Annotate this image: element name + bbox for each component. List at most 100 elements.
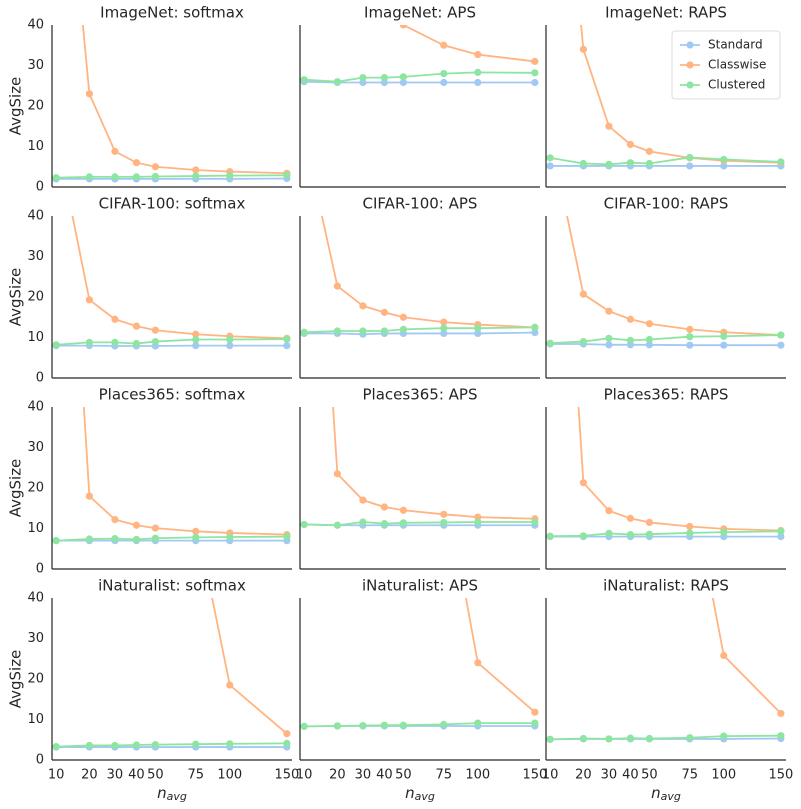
x-tick-label: 150 [768,768,793,783]
data-point [333,470,341,478]
data-point [686,341,694,349]
data-point [399,25,407,29]
data-point [546,154,554,162]
data-point [579,734,587,743]
y-tick-label: 40 [27,400,44,415]
y-tick-label: 40 [27,209,44,224]
data-point [579,337,587,346]
series-line [304,80,535,84]
data-point [605,507,613,515]
x-tick-label: 40 [128,768,145,783]
data-point [380,327,389,335]
data-point [192,740,200,748]
data-point [474,719,482,727]
panel-title: Places365: softmax [99,386,246,404]
data-point [111,741,119,750]
data-point [283,739,291,747]
data-point [300,520,308,529]
data-point [474,68,482,76]
legend-swatch-marker [686,41,694,49]
data-point [440,329,448,338]
y-tick-label: 30 [27,631,44,646]
data-point [474,78,482,87]
plot-area [300,407,539,529]
data-point [85,492,93,500]
x-tick-label: 20 [329,768,346,783]
data-point [52,537,60,545]
legend-label: Standard [708,38,763,52]
data-point [399,78,407,87]
panel-title: iNaturalist: APS [362,577,478,595]
data-point [359,721,367,730]
data-point [333,327,341,335]
plot-area [546,25,785,170]
data-point [777,709,785,718]
data-point [440,78,448,87]
x-axis-label-main: n [157,784,167,802]
data-point [399,519,407,527]
data-point [440,518,448,527]
data-point [645,734,653,743]
data-point [151,741,159,749]
data-point [579,479,587,487]
data-point [474,50,482,59]
data-point [359,327,367,335]
data-point [300,328,308,336]
data-point [359,74,367,82]
panel: ImageNet: RAPS Standard Classwise Clustered [545,4,786,188]
data-point [645,159,653,168]
data-point [399,506,407,514]
x-tick-label: 10 [296,768,313,783]
data-point [531,69,539,77]
data-point [300,76,308,84]
x-tick-label: 20 [575,768,592,783]
data-point [85,741,93,750]
x-tick-label: 75 [681,768,698,783]
data-point [192,330,200,338]
data-point [85,338,93,346]
data-point [283,342,291,350]
data-point [626,514,635,522]
data-point [720,155,728,164]
data-point [777,341,785,349]
data-point [605,307,613,315]
series-line [82,407,287,536]
data-point [686,529,694,537]
data-point [132,741,141,749]
data-point [440,70,448,78]
data-point [192,513,199,520]
data-point [300,722,308,730]
data-point [686,162,694,170]
data-point [605,735,613,743]
legend: Standard Classwise Clustered [671,30,781,100]
panel-title: ImageNet: RAPS [605,4,727,22]
data-point [359,302,367,310]
data-point [151,337,159,346]
plot-area [52,407,291,545]
data-point [85,535,93,543]
y-tick-label: 30 [27,58,44,73]
data-point [301,131,308,138]
data-point [151,163,159,171]
data-point [359,496,367,504]
x-axis-label-sub: avg [167,790,187,803]
series-line [304,71,535,83]
y-tick-label: 40 [27,591,44,606]
panel: iNaturalist: RAPS 10 20 30 40 50 75 100 150 navg [542,577,793,804]
x-tick-label: 10 [542,768,559,783]
data-point [579,532,587,540]
data-point [440,318,448,326]
data-point [333,521,341,529]
data-point [333,78,341,86]
data-point [720,528,728,536]
x-tick-label: 50 [641,768,658,783]
data-point [546,162,554,170]
data-point [333,282,341,290]
data-point [151,326,159,334]
data-point [645,530,653,538]
series-line [577,407,781,532]
panel-title: ImageNet: APS [364,4,476,22]
data-point [474,329,482,338]
data-point [283,533,291,541]
x-axis-label-sub: avg [661,790,681,803]
